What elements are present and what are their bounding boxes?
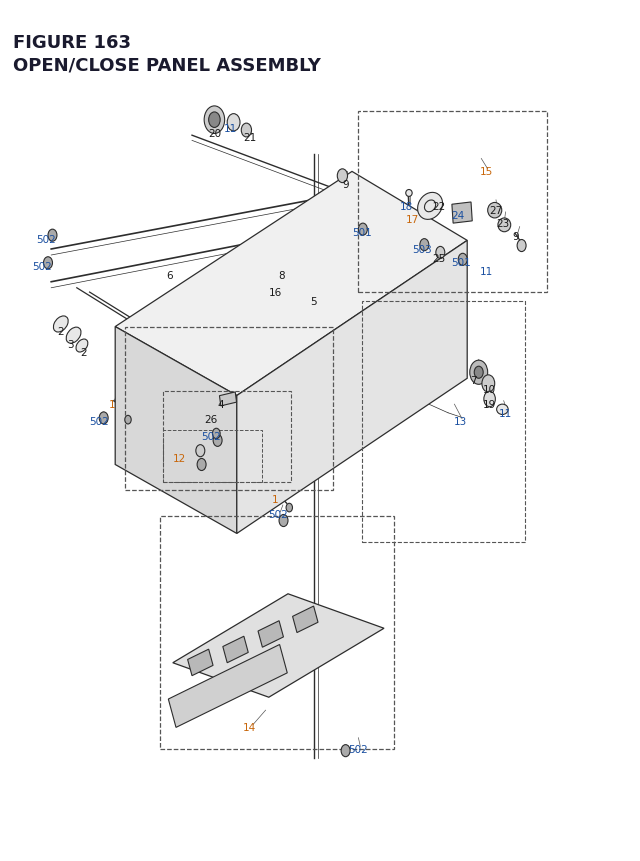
Text: 25: 25 (432, 253, 445, 263)
Ellipse shape (424, 201, 436, 213)
Circle shape (474, 367, 483, 379)
Circle shape (341, 745, 350, 757)
Text: 9: 9 (342, 180, 349, 190)
Text: 22: 22 (432, 201, 445, 212)
Ellipse shape (66, 328, 81, 344)
Circle shape (470, 361, 488, 385)
Bar (220, 393, 237, 406)
Circle shape (209, 113, 220, 128)
Circle shape (337, 170, 348, 183)
Text: 21: 21 (243, 133, 256, 143)
Polygon shape (115, 327, 237, 534)
Text: 27: 27 (490, 206, 502, 216)
Circle shape (358, 224, 367, 236)
Text: 502: 502 (202, 431, 221, 442)
Text: 17: 17 (406, 214, 419, 225)
Text: 11: 11 (224, 124, 237, 134)
Bar (168, 645, 287, 728)
Text: 11: 11 (480, 266, 493, 276)
Ellipse shape (497, 405, 508, 415)
Text: 5: 5 (310, 296, 317, 307)
Text: 26: 26 (205, 414, 218, 424)
Bar (452, 202, 472, 224)
Text: 16: 16 (269, 288, 282, 298)
Text: 502: 502 (90, 417, 109, 427)
Circle shape (458, 254, 467, 266)
Polygon shape (173, 594, 384, 697)
Circle shape (436, 247, 445, 259)
Circle shape (227, 115, 240, 132)
Text: 15: 15 (480, 167, 493, 177)
Text: 9: 9 (512, 232, 518, 242)
Circle shape (196, 445, 205, 457)
Text: 24: 24 (451, 210, 464, 220)
Text: 501: 501 (352, 227, 371, 238)
Text: 2: 2 (58, 326, 64, 337)
Text: OPEN/CLOSE PANEL ASSEMBLY: OPEN/CLOSE PANEL ASSEMBLY (13, 56, 321, 74)
Text: 18: 18 (400, 201, 413, 212)
Ellipse shape (76, 339, 88, 353)
Polygon shape (237, 241, 467, 534)
Circle shape (197, 459, 206, 471)
Text: 1: 1 (109, 400, 115, 410)
Text: 20: 20 (208, 128, 221, 139)
Text: 13: 13 (454, 417, 467, 427)
Bar (223, 636, 248, 663)
Circle shape (125, 416, 131, 424)
Polygon shape (115, 172, 467, 396)
Ellipse shape (406, 190, 412, 197)
Text: 502: 502 (349, 744, 368, 754)
Circle shape (420, 239, 429, 251)
Text: 10: 10 (483, 384, 496, 394)
Ellipse shape (418, 193, 442, 220)
Circle shape (44, 257, 52, 269)
Text: 11: 11 (499, 408, 512, 418)
Ellipse shape (498, 219, 511, 232)
Text: 502: 502 (32, 262, 51, 272)
Circle shape (212, 429, 220, 439)
Ellipse shape (53, 317, 68, 332)
Bar (258, 621, 284, 647)
Text: 6: 6 (166, 270, 173, 281)
Text: 23: 23 (496, 219, 509, 229)
Bar (292, 606, 318, 633)
Text: 19: 19 (483, 400, 496, 410)
Text: 501: 501 (451, 257, 470, 268)
Text: 4: 4 (218, 400, 224, 410)
Circle shape (484, 392, 495, 407)
Text: 502: 502 (269, 510, 288, 520)
Text: 503: 503 (413, 245, 432, 255)
Text: 7: 7 (470, 375, 477, 386)
Circle shape (213, 435, 222, 447)
Circle shape (482, 375, 495, 393)
Bar (188, 649, 213, 676)
Text: 12: 12 (173, 453, 186, 463)
Text: 3: 3 (67, 339, 74, 350)
Circle shape (241, 124, 252, 138)
Text: 14: 14 (243, 722, 256, 733)
Circle shape (48, 230, 57, 242)
Text: FIGURE 163: FIGURE 163 (13, 34, 131, 53)
Text: 1: 1 (272, 494, 278, 505)
Text: 2: 2 (80, 348, 86, 358)
Text: 502: 502 (36, 234, 56, 245)
Circle shape (286, 504, 292, 512)
Circle shape (279, 515, 288, 527)
Circle shape (99, 412, 108, 424)
Circle shape (204, 107, 225, 134)
Ellipse shape (488, 203, 502, 219)
Text: 8: 8 (278, 270, 285, 281)
Circle shape (517, 240, 526, 252)
